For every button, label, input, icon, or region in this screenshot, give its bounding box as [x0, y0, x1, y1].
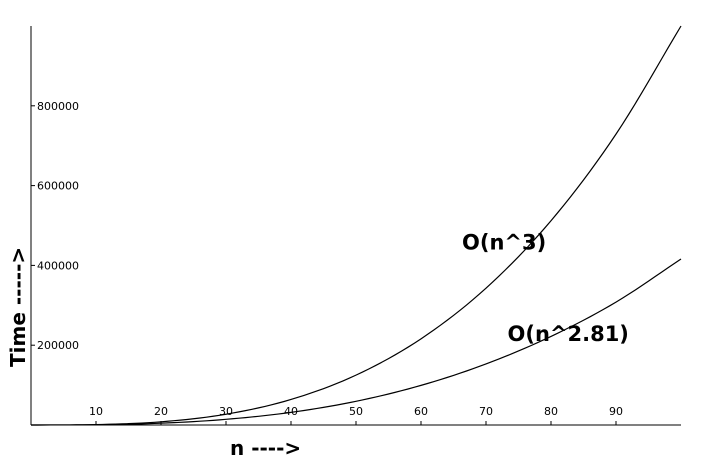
x-tick-label: 40: [284, 405, 298, 418]
x-ticks: 10 20 30 40 50 60 70 80 90: [89, 405, 623, 425]
x-tick-label: 10: [89, 405, 103, 418]
curve-label: O(n^3): [462, 230, 546, 254]
y-axis-title: Time ----->: [6, 247, 30, 367]
series-layer: [30, 25, 682, 426]
series-line-0: [30, 25, 682, 426]
y-tick-label: 800000: [37, 100, 79, 113]
y-tick-label: 600000: [37, 180, 79, 193]
x-tick-label: 50: [349, 405, 363, 418]
curve-label: O(n^2.81): [508, 322, 629, 346]
y-tick-label: 200000: [37, 339, 79, 352]
x-tick-label: 60: [414, 405, 428, 418]
x-tick-label: 80: [544, 405, 558, 418]
y-tick-label: 400000: [37, 259, 79, 272]
x-tick-label: 70: [479, 405, 493, 418]
x-axis-title: n ---->: [230, 436, 301, 460]
y-ticks: 200000 400000 600000 800000: [31, 100, 79, 352]
series-line-1: [30, 258, 682, 426]
x-tick-label: 90: [609, 405, 623, 418]
x-tick-label: 20: [154, 405, 168, 418]
annotation-layer: O(n^3) O(n^2.81): [462, 230, 629, 346]
x-tick-label: 30: [219, 405, 233, 418]
axes: [30, 26, 681, 426]
